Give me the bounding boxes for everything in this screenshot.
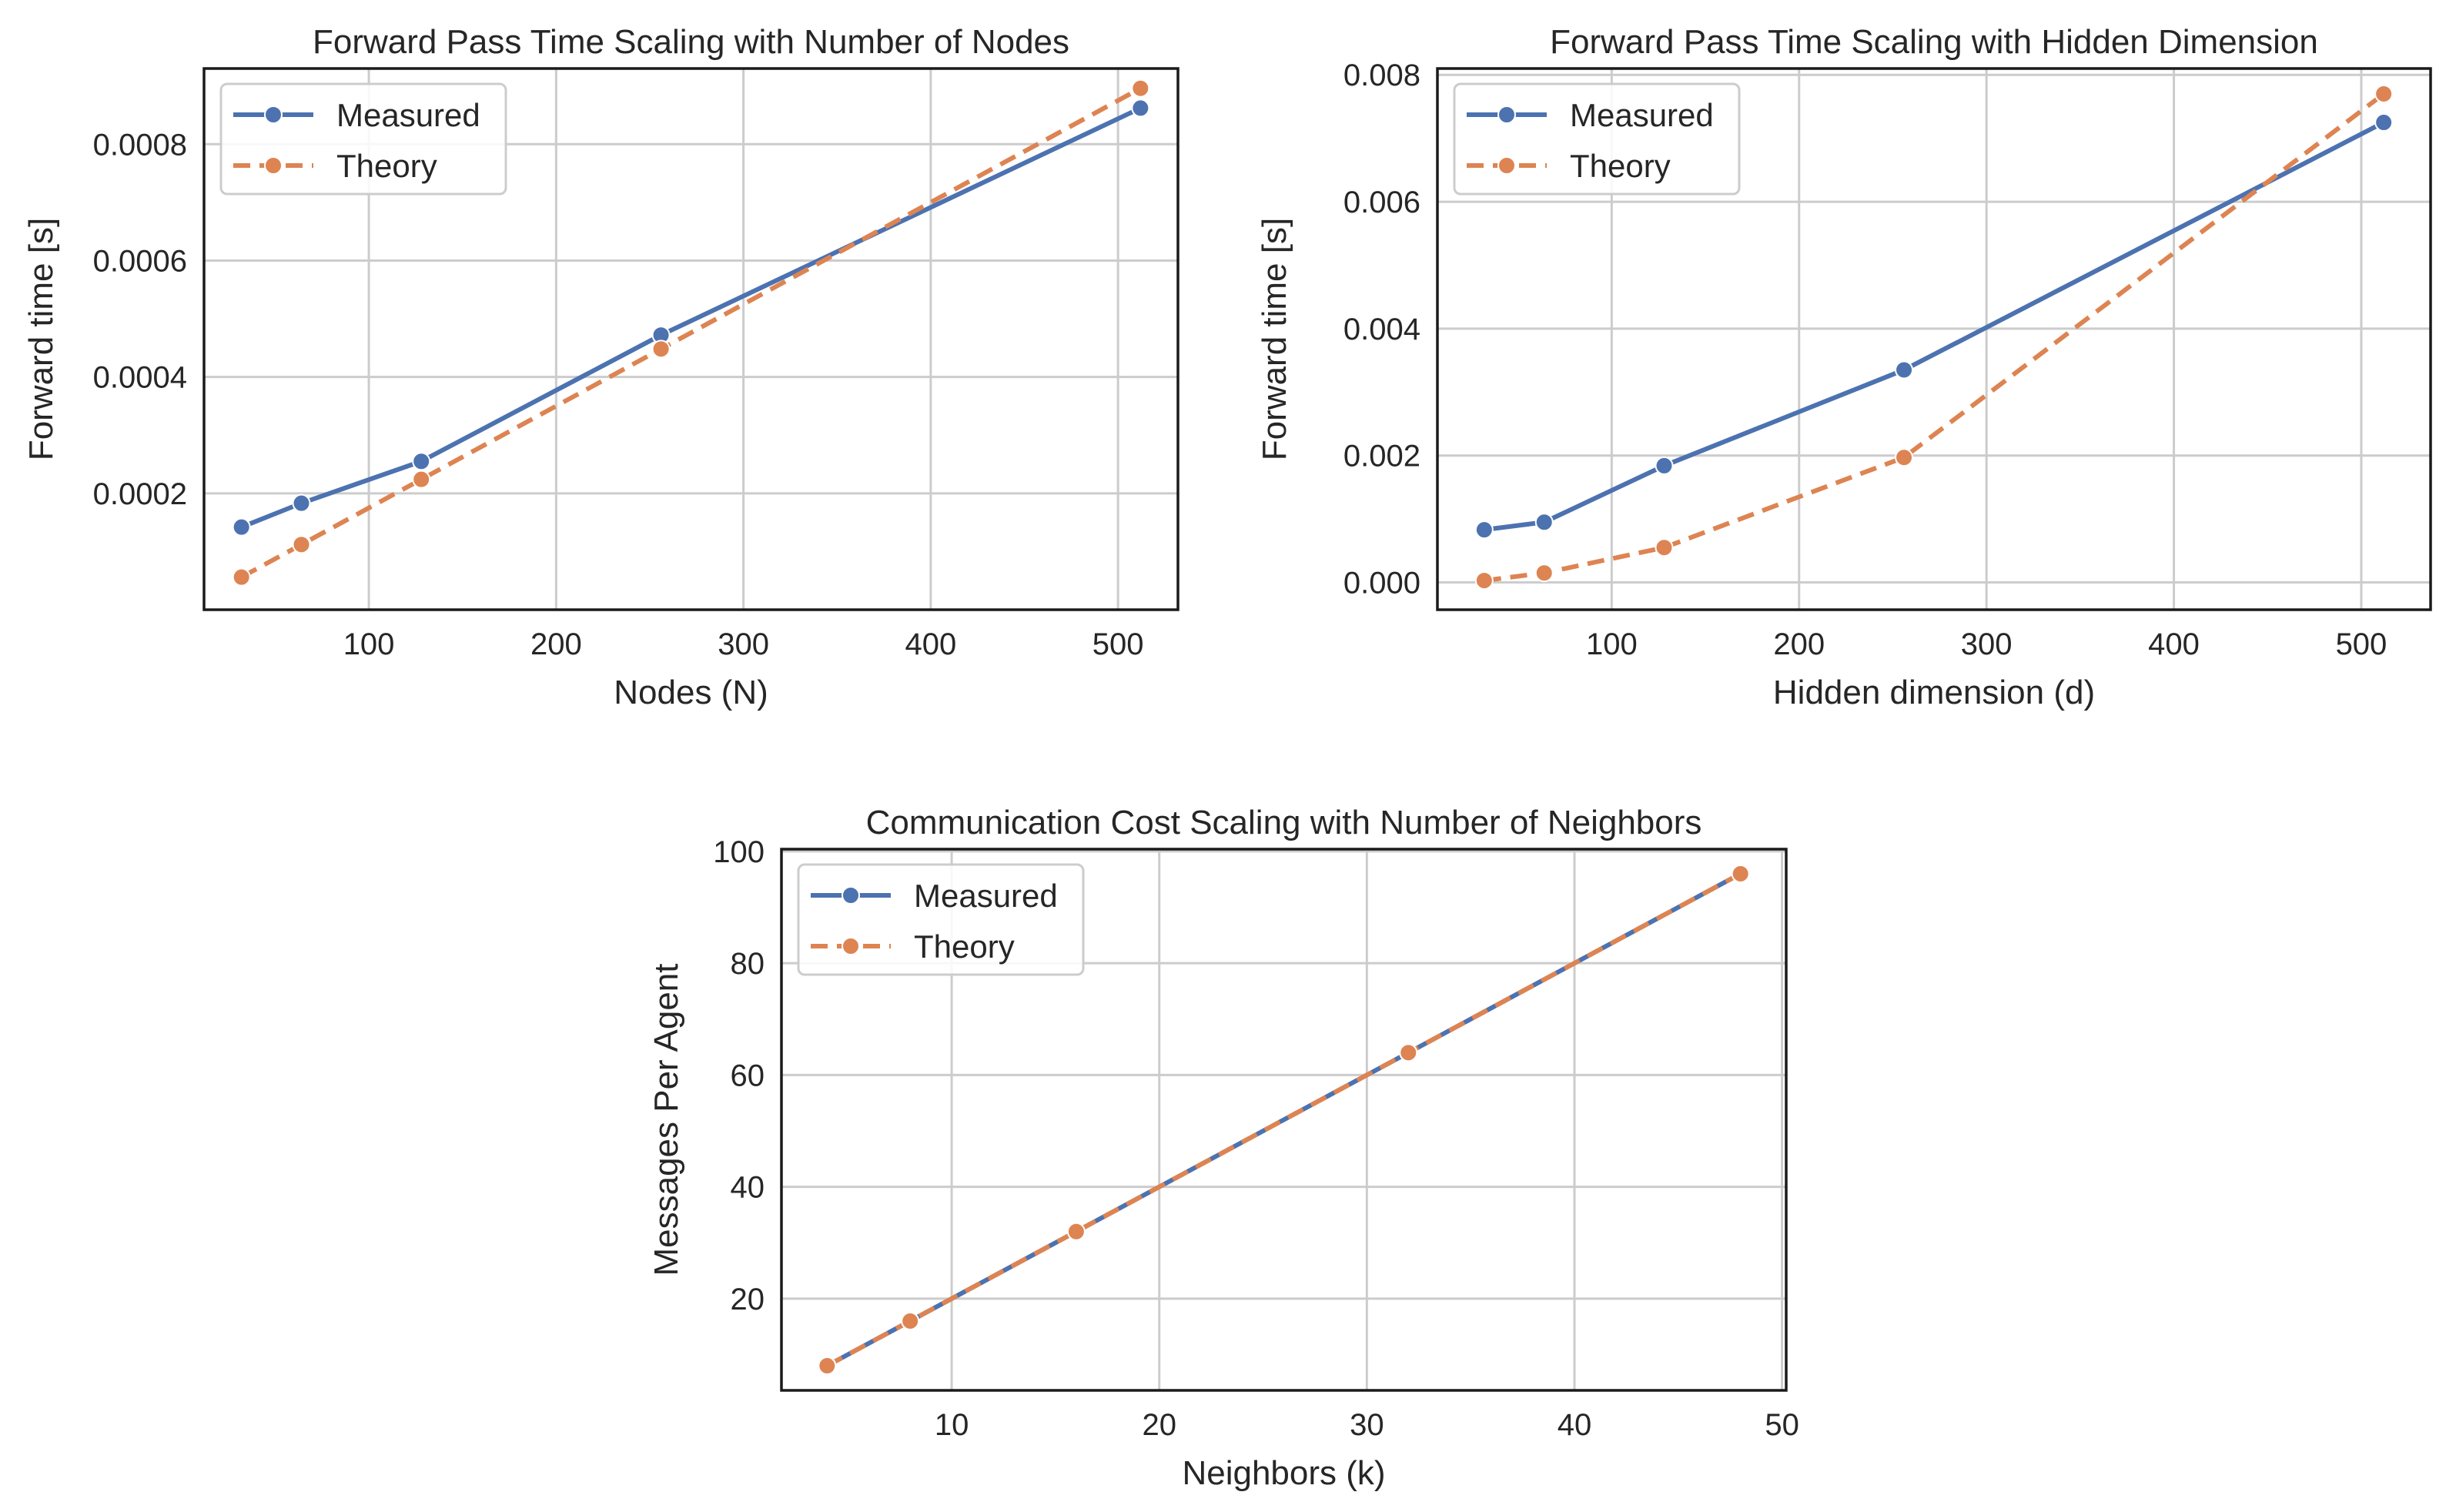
y-tick-label: 0.0002 [93, 477, 187, 511]
data-point-theory [1534, 564, 1554, 583]
legend: Measured Theory [797, 863, 1085, 976]
x-tick-label: 10 [935, 1408, 969, 1442]
data-point-theory [651, 340, 671, 359]
data-point-measured [1895, 360, 1914, 380]
y-tick-label: 0.002 [1343, 440, 1420, 473]
y-tick-label: 0.006 [1343, 186, 1420, 219]
x-axis-label: Neighbors (k) [1182, 1454, 1385, 1492]
legend-label-measured: Measured [1570, 97, 1714, 133]
y-tick-label: 20 [731, 1283, 765, 1316]
data-point-theory [1895, 448, 1914, 467]
data-point-theory [1474, 571, 1494, 590]
data-point-measured [1655, 456, 1674, 475]
legend-marker-theory [1497, 156, 1516, 175]
x-tick-label: 500 [2336, 627, 2387, 661]
legend: Measured Theory [1453, 82, 1741, 196]
x-tick-label: 200 [1773, 627, 1825, 661]
legend-label-measured: Measured [914, 878, 1058, 914]
data-point-measured [1131, 99, 1150, 118]
chart-title: Forward Pass Time Scaling with Number of… [313, 23, 1069, 61]
data-point-theory [1131, 79, 1150, 98]
data-point-theory [1731, 864, 1750, 883]
subplot-2: 100 200 300 400 500 0.000 0.002 0.004 0.006 0.008… [1256, 23, 2432, 711]
data-point-theory [1066, 1222, 1086, 1241]
x-tick-label: 500 [1092, 627, 1144, 661]
legend-marker-theory [842, 937, 860, 955]
x-axis-label: Hidden dimension (d) [1773, 674, 2095, 711]
data-point-theory [2374, 84, 2394, 103]
series-line-theory [240, 86, 1142, 580]
y-tick-label: 40 [731, 1171, 765, 1205]
legend: Measured Theory [219, 82, 507, 196]
x-tick-label: 200 [530, 627, 582, 661]
x-tick-label: 20 [1142, 1408, 1176, 1442]
y-axis-label: Forward time [s] [1256, 218, 1293, 460]
x-tick-label: 100 [1586, 627, 1638, 661]
data-point-theory [1655, 538, 1674, 557]
data-point-theory [292, 535, 311, 554]
subplot-3: 10 20 30 40 50 20 40 60 80 100 Communication Cost … [647, 804, 1799, 1492]
chart-title: Forward Pass Time Scaling with Hidden Di… [1550, 23, 2318, 61]
y-axis-label: Forward time [s] [22, 218, 60, 460]
series-line-theory [1484, 92, 2385, 584]
data-point-theory [818, 1356, 837, 1376]
data-point-measured [2374, 113, 2394, 132]
x-tick-label: 400 [905, 627, 957, 661]
axes-frame [780, 848, 1788, 1392]
legend-marker-measured [842, 886, 860, 905]
x-tick-label: 400 [2148, 627, 2200, 661]
y-tick-label: 100 [713, 835, 765, 869]
series-line-theory [825, 871, 1742, 1368]
data-point-theory [901, 1311, 920, 1330]
data-point-measured [412, 452, 431, 471]
x-tick-label: 50 [1765, 1408, 1799, 1442]
data-point-theory [1399, 1043, 1418, 1062]
data-point-measured [292, 493, 311, 513]
x-axis-label: Nodes (N) [614, 674, 768, 711]
y-tick-label: 0.0004 [93, 361, 187, 395]
subplot-1: 100 200 300 400 500 0.0002 0.0004 0.0006 0.0008 F… [22, 23, 1179, 711]
x-tick-label: 300 [1961, 627, 2013, 661]
chart-title: Communication Cost Scaling with Number o… [866, 804, 1702, 841]
y-tick-label: 0.000 [1343, 567, 1420, 600]
axes-frame [1436, 67, 2432, 611]
data-point-theory [232, 567, 251, 587]
data-point-measured [1534, 513, 1554, 532]
legend-marker-theory [264, 156, 283, 175]
legend-marker-measured [264, 105, 283, 124]
legend-label-theory: Theory [336, 148, 437, 184]
x-tick-label: 30 [1350, 1408, 1384, 1442]
x-tick-label: 40 [1558, 1408, 1592, 1442]
y-tick-label: 0.008 [1343, 59, 1420, 92]
y-tick-label: 0.0006 [93, 244, 187, 278]
y-axis-label: Messages Per Agent [647, 963, 685, 1276]
x-tick-label: 300 [718, 627, 769, 661]
legend-label-theory: Theory [1570, 148, 1671, 184]
y-tick-label: 0.0008 [93, 128, 187, 162]
y-tick-label: 80 [731, 947, 765, 981]
y-tick-label: 0.004 [1343, 313, 1420, 346]
data-point-measured [1474, 520, 1494, 540]
x-tick-label: 100 [343, 627, 395, 661]
legend-label-measured: Measured [336, 97, 480, 133]
legend-marker-measured [1497, 105, 1516, 124]
legend-label-theory: Theory [914, 928, 1015, 965]
data-point-theory [412, 470, 431, 489]
axes-frame [202, 67, 1179, 611]
y-tick-label: 60 [731, 1059, 765, 1092]
data-point-measured [232, 517, 251, 537]
